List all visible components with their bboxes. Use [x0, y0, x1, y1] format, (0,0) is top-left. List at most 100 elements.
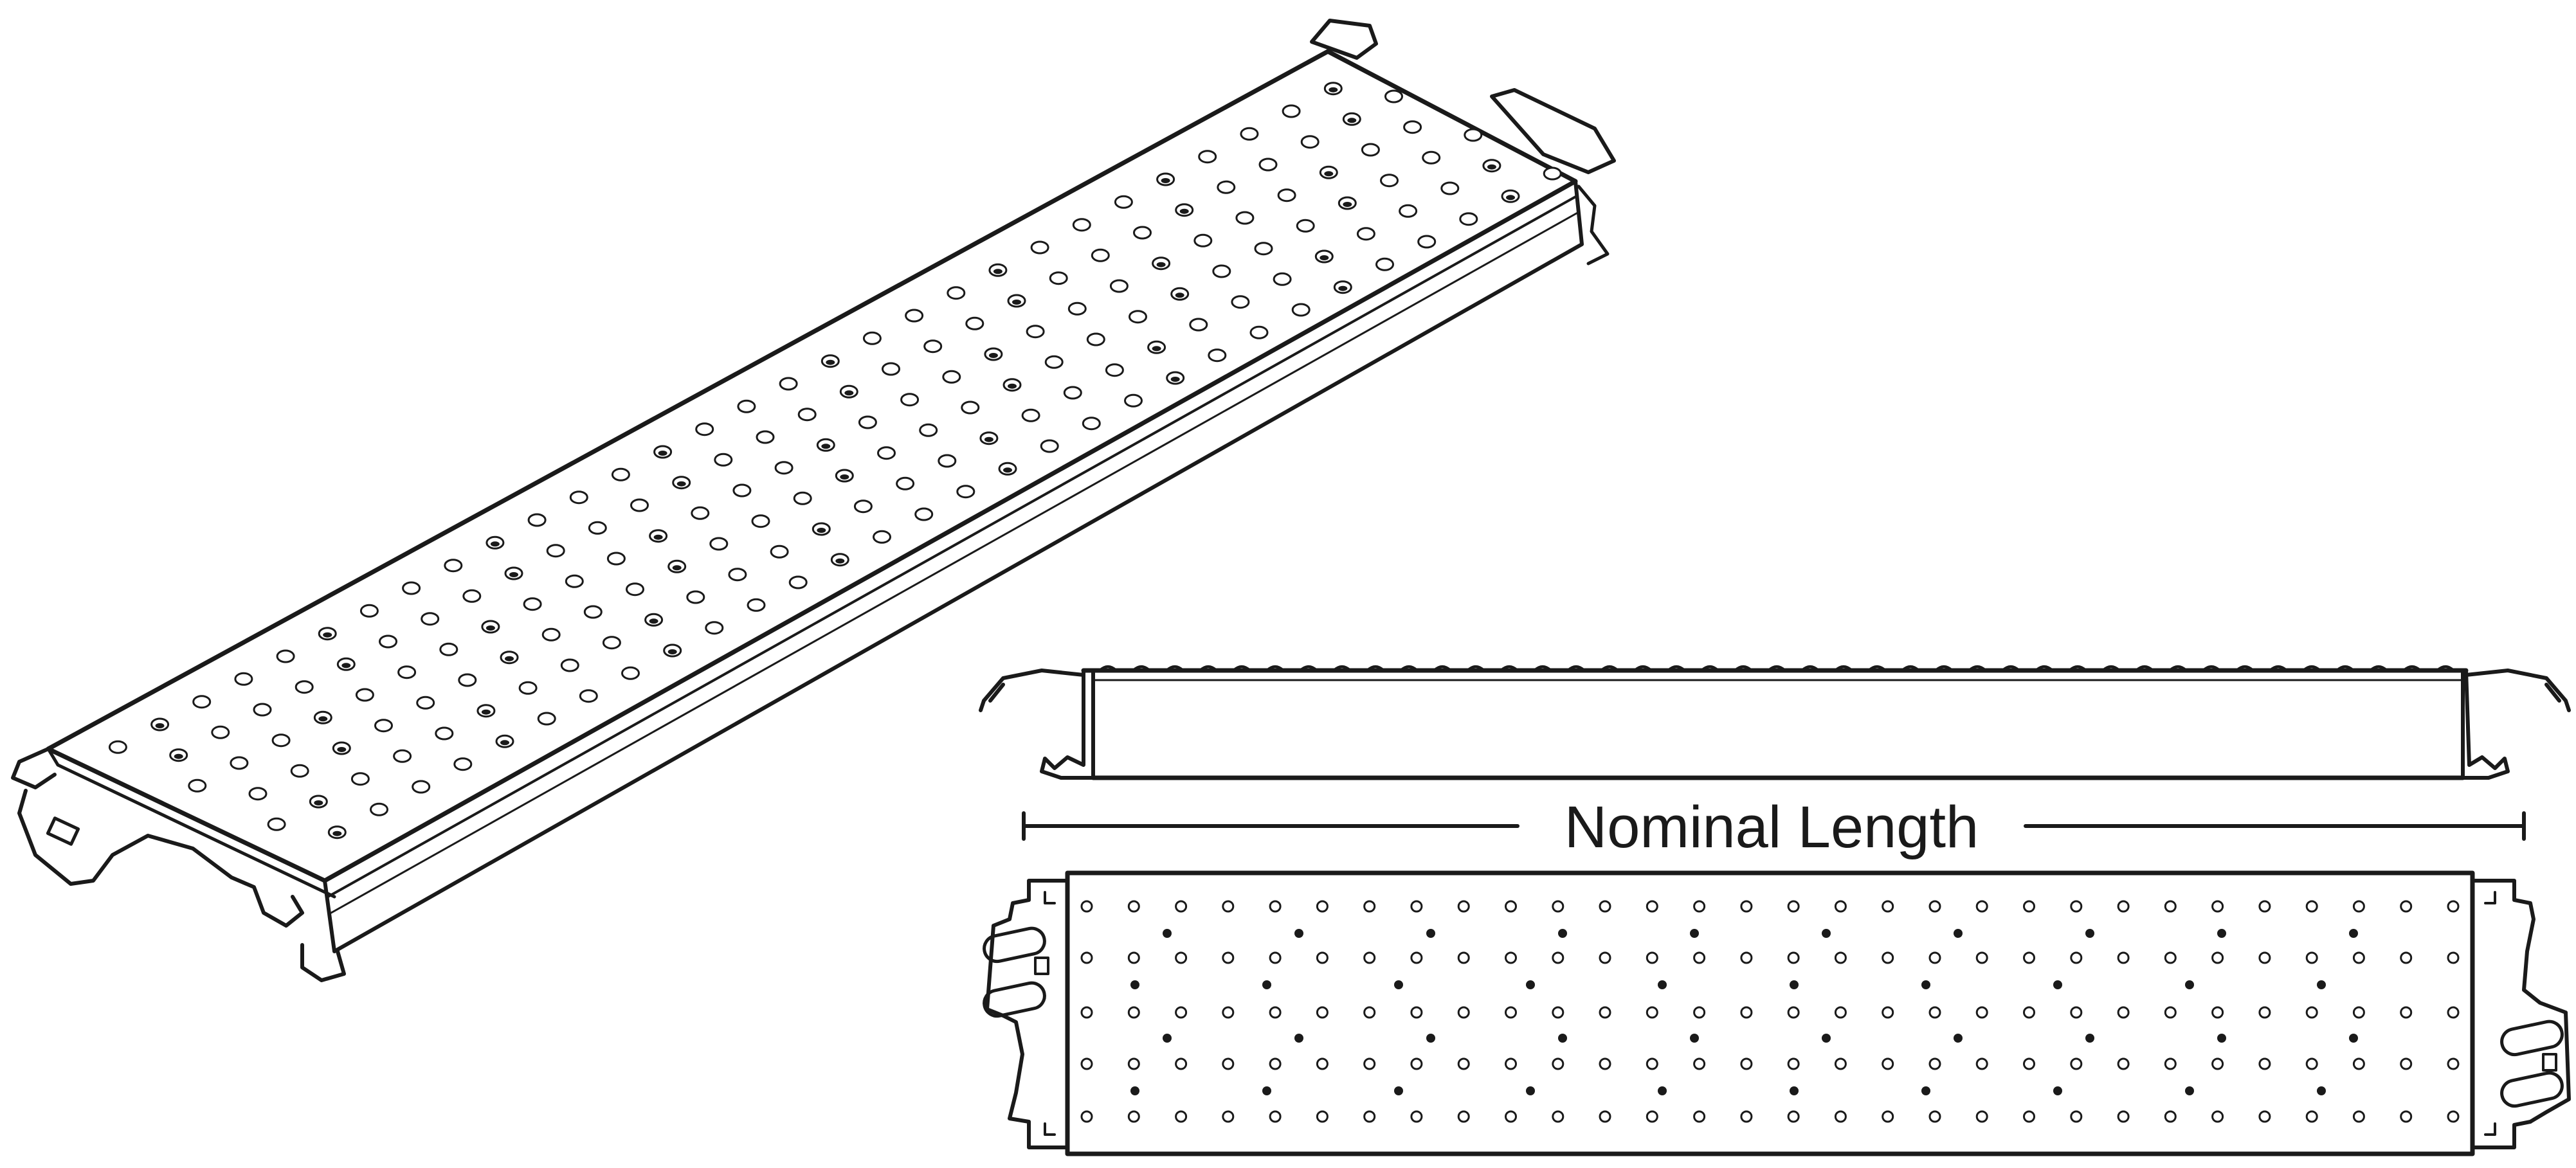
plan-hole [1080, 951, 1093, 964]
iso-hole [359, 604, 379, 618]
plan-dimple [2317, 1086, 2326, 1095]
iso-back-hook-left [1310, 19, 1378, 60]
iso-hole-dimple [337, 747, 347, 752]
plan-hole [2211, 1057, 2224, 1070]
side-serration [1633, 665, 1653, 672]
plan-hole [1882, 900, 1894, 913]
iso-front-face [323, 179, 1584, 953]
plan-hole [1834, 1006, 1847, 1019]
iso-hole [1403, 120, 1422, 134]
iso-hole [1189, 318, 1208, 332]
plan-hole [1127, 1006, 1140, 1019]
plan-hole [1363, 1006, 1376, 1019]
iso-hole [747, 598, 766, 612]
plan-hole [1928, 1006, 1941, 1019]
plan-hole [1787, 900, 1800, 913]
side-serration [2402, 665, 2422, 672]
plan-hole [1740, 1057, 1753, 1070]
plan-hole [1363, 951, 1376, 964]
iso-hole [1296, 219, 1315, 233]
iso-hole [611, 467, 630, 481]
plan-hole [1740, 900, 1753, 913]
plan-hole [1505, 1006, 1517, 1019]
iso-hole [1044, 355, 1064, 369]
plan-dimple [1954, 1034, 1963, 1043]
iso-front-channel [300, 943, 346, 982]
iso-hole [686, 590, 705, 604]
side-serration [1566, 665, 1586, 672]
plan-hole [2400, 1006, 2413, 1019]
side-serration [1700, 665, 1719, 672]
plan-hole [1363, 900, 1376, 913]
plan-hole [1882, 1006, 1894, 1019]
iso-hole [1277, 188, 1296, 202]
side-serration [1232, 665, 1251, 672]
iso-hole [1282, 104, 1301, 118]
plan-hole [2447, 1006, 2460, 1019]
plan-hole [1834, 900, 1847, 913]
plan-right-slot-bottom [2500, 1071, 2564, 1108]
side-serration [1934, 665, 1954, 672]
plan-hole [1552, 1057, 1565, 1070]
iso-hole [956, 485, 975, 499]
iso-hole [793, 491, 812, 505]
plan-hole [1552, 900, 1565, 913]
side-serration [2336, 665, 2355, 672]
plan-hole [1175, 1110, 1188, 1123]
iso-hole [276, 649, 295, 663]
iso-hole [462, 589, 482, 603]
plan-hole [1646, 951, 1658, 964]
iso-hole [626, 582, 644, 597]
plan-hole [1363, 1057, 1376, 1070]
side-serration [2168, 665, 2188, 672]
plan-hole [2070, 1110, 2083, 1123]
iso-hole-dimple [844, 390, 854, 396]
iso-hole [1254, 242, 1273, 256]
iso-hole-dimple [658, 451, 667, 456]
plan-hole [1269, 1110, 1282, 1123]
iso-hole [1543, 166, 1562, 181]
iso-hole-dimple [1338, 285, 1348, 291]
plan-right-window [2542, 1053, 2557, 1072]
plan-hole [1693, 1006, 1706, 1019]
iso-hole [923, 339, 943, 354]
iso-hole [1240, 127, 1259, 141]
plan-hole [1080, 1057, 1093, 1070]
side-serration [1800, 665, 1820, 672]
plan-dimple [1163, 929, 1172, 938]
iso-hole [774, 461, 794, 475]
plan-hole [1552, 951, 1565, 964]
iso-back-end-tab [1577, 184, 1610, 265]
side-serration [1466, 665, 1485, 672]
iso-hole-dimple [993, 269, 1002, 274]
iso-hole [691, 506, 710, 520]
plan-hole [1928, 1057, 1941, 1070]
iso-hole [621, 666, 640, 680]
plan-dimple [2053, 1086, 2062, 1095]
side-serrations [1098, 665, 2455, 672]
plan-hole [1975, 1110, 1988, 1123]
plan-dimple [1163, 1034, 1172, 1043]
plan-hole [2023, 1110, 2035, 1123]
iso-hole [583, 605, 603, 619]
iso-hole [295, 680, 314, 694]
iso-front-slot [46, 816, 80, 846]
iso-hole [602, 636, 621, 650]
side-serration [1433, 665, 1452, 672]
plan-hole [1127, 951, 1140, 964]
isometric-view [11, 19, 1616, 982]
iso-hole-dimple [481, 709, 491, 715]
plan-hole [2117, 1006, 2130, 1019]
iso-hole [350, 772, 370, 786]
plan-dimple [1954, 929, 1963, 938]
side-serration [1366, 665, 1385, 672]
iso-hole [1109, 279, 1129, 293]
plan-hole [2305, 900, 2318, 913]
plan-hole [2305, 951, 2318, 964]
iso-hole [290, 764, 309, 778]
plan-hole [1787, 1110, 1800, 1123]
side-serration [1332, 665, 1352, 672]
side-serration [1098, 665, 1118, 672]
side-serration [1399, 665, 1419, 672]
